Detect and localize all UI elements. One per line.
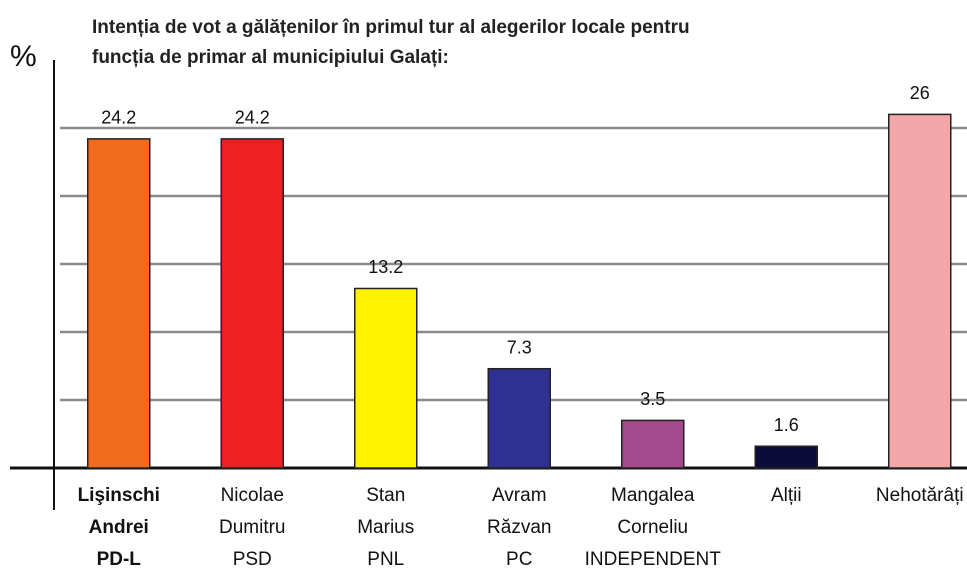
value-label: 3.5 [640, 389, 665, 409]
bar [889, 114, 951, 468]
x-tick-label: Mangalea [611, 485, 695, 506]
value-label: 24.2 [235, 108, 270, 128]
x-tick-label: Alții [771, 485, 802, 506]
chart-title: Intenția de vot a gălățenilor în primul … [92, 17, 690, 38]
x-tick-label: Nehotărâți [876, 485, 964, 506]
value-label: 24.2 [101, 108, 136, 128]
bar [488, 369, 550, 468]
x-tick-label: PNL [367, 549, 404, 570]
x-tick-label: Stan [366, 485, 405, 506]
bar [755, 446, 817, 468]
value-label: 7.3 [507, 337, 532, 357]
x-tick-label: Marius [357, 517, 414, 538]
value-label: 13.2 [368, 257, 403, 277]
bar [88, 139, 150, 468]
bar [355, 288, 417, 468]
chart-title: funcția de primar al municipiului Galați… [92, 47, 449, 68]
value-label: 1.6 [774, 415, 799, 435]
x-tick-label: Andrei [89, 517, 149, 538]
chart: Intenția de vot a gălățenilor în primul … [0, 0, 967, 576]
x-tick-label: Răzvan [487, 517, 551, 538]
bar [221, 139, 283, 468]
bar [622, 420, 684, 468]
x-tick-label: PC [506, 549, 532, 570]
value-label: 26 [910, 83, 930, 103]
x-tick-label: Nicolae [221, 485, 284, 506]
x-tick-label: INDEPENDENT [585, 549, 722, 570]
y-axis-label: % [10, 40, 37, 73]
x-tick-label: Dumitru [219, 517, 286, 538]
x-tick-label: Lişinschi [78, 485, 160, 506]
x-tick-label: PD-L [97, 549, 142, 570]
x-tick-label: Avram [492, 485, 547, 506]
x-tick-label: Corneliu [617, 517, 688, 538]
x-tick-label: PSD [233, 549, 272, 570]
